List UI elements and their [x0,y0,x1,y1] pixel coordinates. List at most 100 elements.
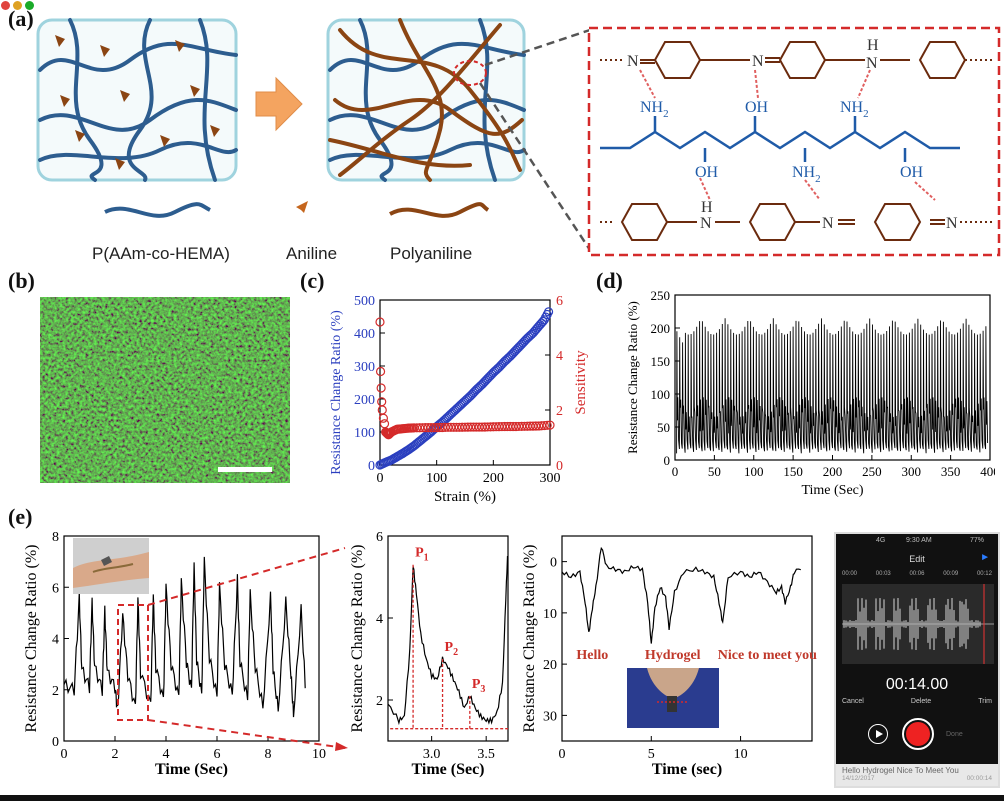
y-tick-label: 0 [52,735,59,750]
data-line [387,555,509,726]
data-point-sensitivity [375,317,385,327]
timeline-ruler: 00:00 00:03 00:06 00:09 00:12 [842,571,992,577]
y-axis-label: Resistance Change Ratio (%) [625,301,640,454]
chart-e3: 0 5 10 0 10 20 30 Time (sec) Resistance Change R… [521,535,817,778]
done-button[interactable]: Done [946,731,963,738]
minimize-window-button[interactable] [13,1,22,10]
bottom-border [0,795,1004,801]
x-axis-label: Time (Sec) [801,483,863,498]
x-tick-label: 4 [163,747,170,762]
copolymer-chain-icon [104,202,211,218]
y-tick-label: 6 [376,530,383,545]
atom-n: N [627,53,639,70]
y-tick-label: 8 [52,530,59,545]
y-tick-label: 6 [556,294,563,309]
x-tick-label: 0 [377,471,384,486]
x-tick-label: 200 [823,464,843,479]
x-axis-label: Strain (%) [434,489,496,505]
x-tick-label: 50 [708,464,721,479]
legend-copolymer: P(AAm-co-HEMA) [92,244,230,263]
peak-label-sub: 1 [424,553,429,564]
editor-title: Edit [909,554,925,564]
network-status: 4G [876,537,886,544]
x-tick-label: 0 [559,747,566,762]
y-tick-label: 4 [556,349,563,364]
delete-button[interactable]: Delete [910,698,932,705]
y-axis-label: Resistance Change Ratio (%) [349,545,366,733]
data-point-sensitivity [378,413,389,423]
neck-photo-inset [627,668,719,728]
data-point-sensitivity [545,420,555,430]
y-tick-label: 2 [556,404,563,419]
x-tick-label: 100 [744,464,764,479]
x-tick-label: 150 [783,464,803,479]
x-tick-label: 3.5 [477,747,495,762]
play-button[interactable] [868,724,888,744]
record-button[interactable] [902,718,934,750]
y-tick-label: 4 [52,633,59,648]
x-tick-label: 10 [734,747,748,762]
phone-recorder-screenshot: 4G 9:30 AM 77% Edit ► 00:00 00:03 00:06 00:… [834,532,1000,788]
play-icon [876,730,883,738]
y-tick-label: 100 [354,426,375,441]
clock-status: 9:30 AM [906,537,932,544]
y-axis-label: Resistance Change Ratio (%) [23,545,40,733]
fluorescence-micrograph [40,297,290,483]
zoom-region-marker [453,60,487,86]
chart-d: 0 50 100 150 200 250 300 350 400 0 50 100 150 200 250 T… [625,290,995,498]
data-point-sensitivity [376,383,386,393]
y-axis-label-right: Sensitivity [573,350,589,415]
x-tick-label: 5 [648,747,655,762]
y-tick-label: 0 [368,459,375,474]
panel-label-d: (d) [596,268,623,293]
y-tick-label: 2 [376,694,383,709]
x-tick-label: 3.0 [423,747,441,762]
atom-n: N [822,215,834,232]
chart-e1: 0 2 4 6 8 10 0 2 4 6 8 Time (Sec) Resistance Change … [23,530,326,778]
x-tick-label: 2 [112,747,119,762]
recording-caption: Hello Hydrogel Nice To Meet You 14/12/20… [836,764,998,786]
y-tick-label: 200 [354,393,375,408]
recording-name: Hello Hydrogel Nice To Meet You [842,766,959,775]
record-icon [906,722,930,746]
legend-polyaniline: Polyaniline [390,244,472,263]
waveform-view[interactable] [842,584,994,664]
panel-label-b: (b) [8,268,35,293]
x-tick-label: 6 [214,747,221,762]
hydroxyl-group: OH [745,99,769,116]
y-tick-label: 150 [651,354,671,369]
x-tick-label: 8 [265,747,272,762]
hydroxyl-group: OH [900,164,924,181]
hydrogel-network-box [36,18,238,182]
x-tick-label: 200 [483,471,504,486]
y-axis-label-left: Resistance Change Ratio (%) [330,310,344,475]
plot-frame [561,535,813,742]
atom-n: N [866,55,878,72]
y-tick-label: 200 [651,321,671,336]
plot-frame [387,535,509,742]
x-axis-label: Time (sec) [652,761,722,778]
close-window-button[interactable] [1,1,10,10]
atom-n: N [752,53,764,70]
data-line [561,546,801,644]
panel-label-a: (a) [8,6,34,31]
y-tick-label: 0 [550,556,557,571]
maximize-window-button[interactable] [25,1,34,10]
x-tick-label: 10 [312,747,326,762]
y-tick-label: 400 [354,327,375,342]
cancel-button[interactable]: Cancel [842,698,864,705]
speaker-icon[interactable]: ► [980,552,990,563]
panel-label-e: (e) [8,504,33,529]
y-tick-label: 30 [543,709,557,724]
y-tick-label: 0 [664,453,671,468]
peak-label: P2 [445,640,459,658]
y-tick-label: 20 [543,658,557,673]
trim-button[interactable]: Trim [978,698,992,705]
y-axis-label: Resistance Change Ratio (%) [521,545,538,733]
x-axis-label: Time (Sec) [411,761,484,778]
peak-label-main: P [445,640,454,655]
atom-h: H [701,199,713,216]
y-tick-label: 100 [651,387,671,402]
spoken-word-label: Hello [576,648,608,663]
